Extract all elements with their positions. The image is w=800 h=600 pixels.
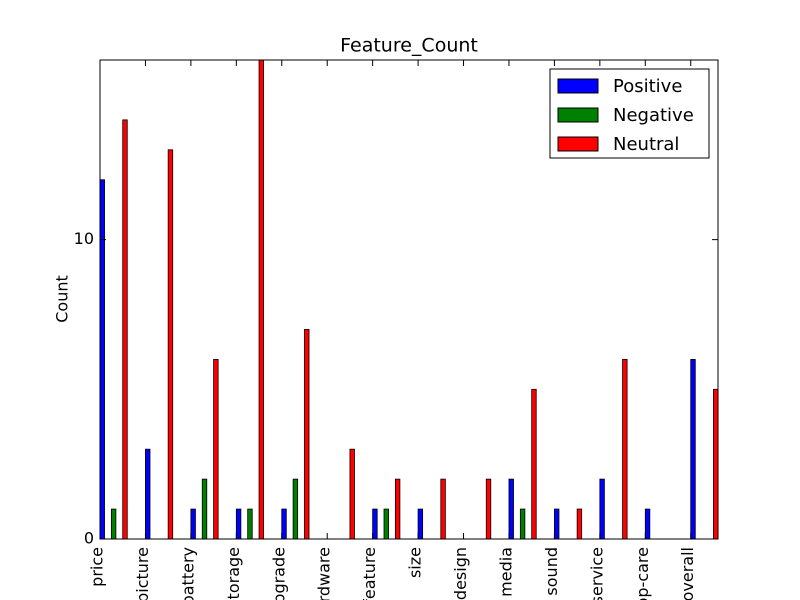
bar xyxy=(417,508,424,540)
bar xyxy=(485,478,492,540)
bar xyxy=(576,508,583,540)
bar xyxy=(394,478,401,540)
legend-label: Neutral xyxy=(613,134,679,155)
x-tick-label: size xyxy=(406,547,425,578)
chart-title: Feature_Count xyxy=(340,35,478,57)
bar xyxy=(554,508,560,540)
bar xyxy=(110,508,117,540)
x-tick-label: picture xyxy=(133,547,152,600)
bar xyxy=(519,508,526,540)
bar xyxy=(713,388,719,540)
y-tick-label: 10 xyxy=(74,229,94,248)
legend-swatch xyxy=(557,107,599,123)
legend-swatch xyxy=(557,78,599,94)
bar xyxy=(622,358,628,540)
x-tick-label: media xyxy=(496,547,515,597)
bar xyxy=(508,478,514,540)
bar xyxy=(167,149,174,540)
bar xyxy=(281,508,287,540)
legend-label: Negative xyxy=(613,105,694,126)
legend-swatch xyxy=(557,136,599,152)
y-tick-label: 0 xyxy=(84,529,94,548)
bar xyxy=(440,478,446,540)
bar xyxy=(190,508,196,540)
x-tick-label: price xyxy=(88,547,107,587)
x-tick-label: design xyxy=(451,547,470,600)
y-axis-label: Count xyxy=(53,275,72,323)
bar xyxy=(122,119,128,540)
bar xyxy=(258,59,264,540)
bar xyxy=(247,508,253,540)
bar xyxy=(599,478,605,540)
x-tick-label: storage xyxy=(224,547,243,600)
bar xyxy=(372,508,378,540)
x-tick-label: overall xyxy=(678,547,697,600)
bar xyxy=(292,478,299,540)
bar xyxy=(99,179,105,540)
bar xyxy=(531,388,537,540)
x-tick-label: app-care xyxy=(633,547,652,600)
plot-frame xyxy=(99,59,719,540)
x-tick-label: feature xyxy=(360,547,379,600)
legend-label: Positive xyxy=(613,76,682,97)
x-tick-label: service xyxy=(587,547,606,600)
bar xyxy=(235,508,242,540)
bar xyxy=(201,478,208,540)
x-tick-label: battery xyxy=(178,547,197,600)
bar xyxy=(145,448,151,540)
bar xyxy=(213,358,219,540)
x-tick-label: upgrade xyxy=(269,547,288,600)
bar xyxy=(690,358,696,540)
bar xyxy=(383,508,389,540)
bar xyxy=(349,448,355,540)
bar xyxy=(304,329,310,540)
x-tick-label: sound xyxy=(542,547,561,596)
x-tick-label: hardware xyxy=(315,547,334,600)
bar xyxy=(644,508,651,540)
